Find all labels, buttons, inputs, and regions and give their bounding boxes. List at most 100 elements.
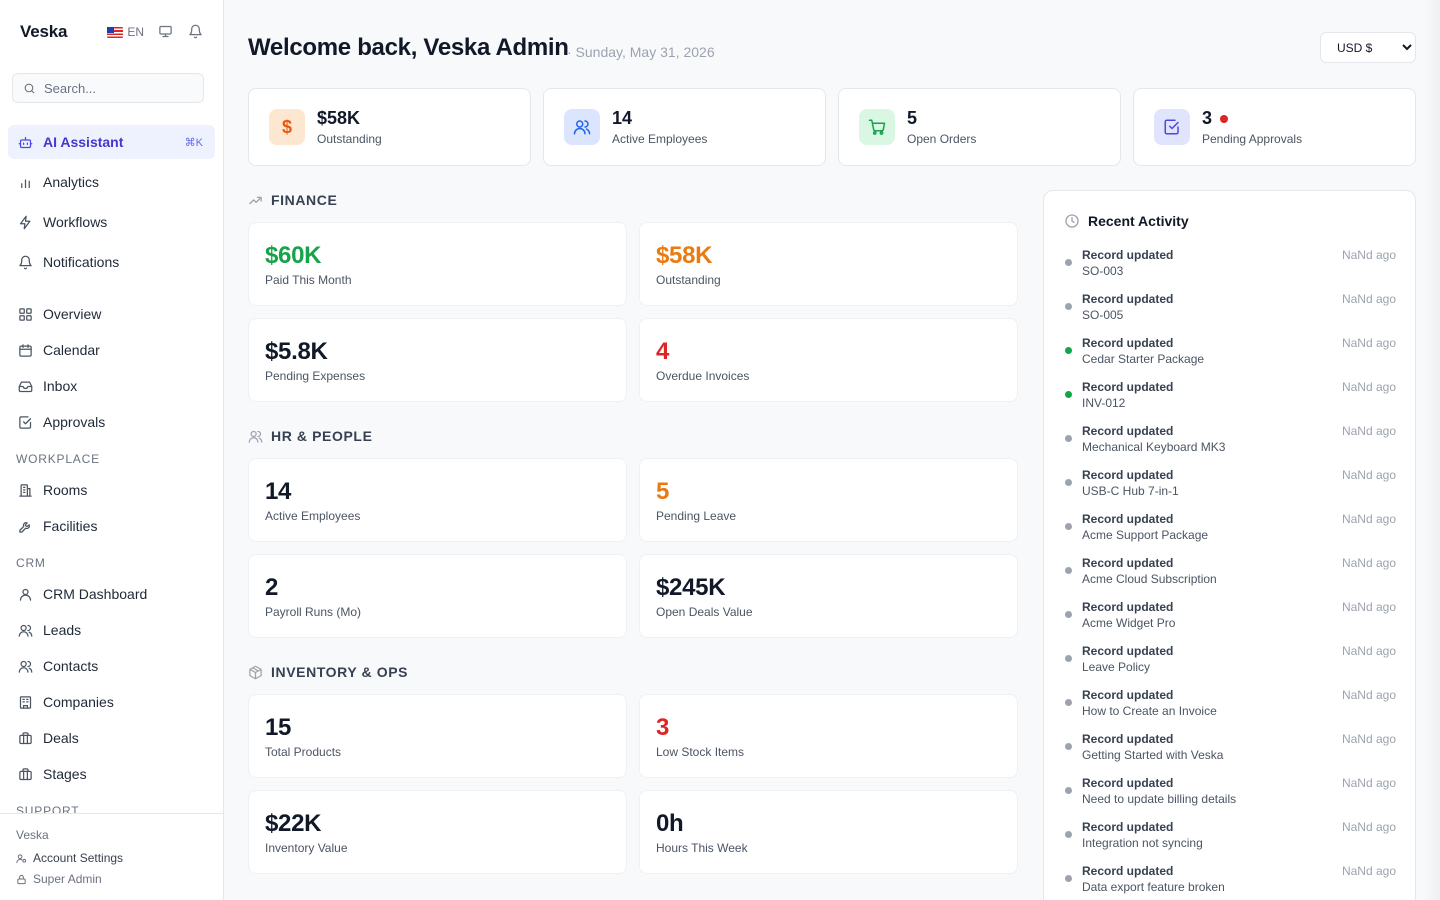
page-edge-shadow bbox=[1424, 0, 1440, 900]
metric-value: 0h bbox=[656, 810, 684, 837]
activity-subject: Integration not syncing bbox=[1082, 836, 1203, 850]
currency-select[interactable]: USD $ bbox=[1320, 32, 1416, 63]
metric-value: 5 bbox=[656, 478, 670, 505]
clock-icon bbox=[1064, 213, 1080, 229]
stat-value: 14 bbox=[612, 108, 633, 128]
sidebar-item-contacts[interactable]: Contacts bbox=[8, 649, 215, 683]
activity-title: Record updated bbox=[1082, 424, 1174, 438]
user-role-label: Super Admin bbox=[33, 872, 102, 886]
activity-item[interactable]: Record updated Getting Started with Veska… bbox=[1064, 732, 1396, 772]
activity-item[interactable]: Record updated SO-005 NaNd ago bbox=[1064, 292, 1396, 332]
account-settings-link[interactable]: Account Settings bbox=[16, 851, 207, 865]
stat-card-active-employees[interactable]: 14 Active Employees bbox=[543, 88, 826, 166]
sidebar-item-overview[interactable]: Overview bbox=[8, 297, 215, 331]
metric-label: Total Products bbox=[265, 745, 342, 759]
activity-subject: Cedar Starter Package bbox=[1082, 352, 1205, 366]
sidebar-item-leads[interactable]: Leads bbox=[8, 613, 215, 647]
stat-card-open-orders[interactable]: 5 Open Orders bbox=[838, 88, 1121, 166]
stat-card-pending-approvals[interactable]: 3 Pending Approvals bbox=[1133, 88, 1416, 166]
brand-logo[interactable]: Veska bbox=[20, 22, 68, 41]
activity-item[interactable]: Record updated Need to update billing det… bbox=[1064, 776, 1396, 816]
sidebar-item-deals[interactable]: Deals bbox=[8, 721, 215, 755]
activity-item[interactable]: Record updated Acme Support Package NaNd a… bbox=[1064, 512, 1396, 552]
recent-activity-title: Recent Activity bbox=[1088, 213, 1189, 229]
metric-card-active-employees[interactable]: 14 Active Employees bbox=[248, 458, 627, 542]
activity-time: NaNd ago bbox=[1341, 776, 1396, 790]
sidebar-item-workflows[interactable]: Workflows bbox=[8, 205, 215, 239]
metric-card-open-deals-value[interactable]: $245K Open Deals Value bbox=[639, 554, 1018, 638]
metric-card-inventory-value[interactable]: $22K Inventory Value bbox=[248, 790, 627, 874]
us-flag-icon bbox=[107, 26, 124, 38]
activity-item[interactable]: Record updated INV-012 NaNd ago bbox=[1064, 380, 1396, 420]
activity-item[interactable]: Record updated Mechanical Keyboard MK3 NaN… bbox=[1064, 424, 1396, 464]
stat-card-outstanding[interactable]: $ $58K Outstanding bbox=[248, 88, 531, 166]
activity-item[interactable]: Record updated Integration not syncing NaN… bbox=[1064, 820, 1396, 860]
activity-item[interactable]: Record updated How to Create an Invoice Na… bbox=[1064, 688, 1396, 728]
metric-card-pending-leave[interactable]: 5 Pending Leave bbox=[639, 458, 1018, 542]
metric-label: Paid This Month bbox=[265, 273, 352, 287]
sidebar-item-analytics[interactable]: Analytics bbox=[8, 165, 215, 199]
metric-value: $245K bbox=[656, 574, 726, 601]
check-square-icon bbox=[1154, 109, 1190, 145]
activity-item[interactable]: Record updated USB-C Hub 7-in-1 NaNd ago bbox=[1064, 468, 1396, 508]
activity-item[interactable]: Record updated Data export feature broken… bbox=[1064, 864, 1396, 900]
metric-card-total-products[interactable]: 15 Total Products bbox=[248, 694, 627, 778]
sidebar-item-companies[interactable]: Companies bbox=[8, 685, 215, 719]
activity-time: NaNd ago bbox=[1341, 688, 1396, 702]
stat-value: 3 bbox=[1202, 108, 1302, 129]
activity-item[interactable]: Record updated Acme Widget Pro NaNd ago bbox=[1064, 600, 1396, 640]
status-dot bbox=[1065, 699, 1072, 706]
sidebar-item-label: AI Assistant bbox=[43, 134, 124, 150]
metric-card-overdue-invoices[interactable]: 4 Overdue Invoices bbox=[639, 318, 1018, 402]
language-switcher[interactable]: EN bbox=[107, 25, 144, 39]
activity-item[interactable]: Record updated Leave Policy NaNd ago bbox=[1064, 644, 1396, 684]
zap-icon bbox=[18, 215, 33, 230]
monitor-icon[interactable] bbox=[158, 24, 174, 40]
metric-card-low-stock-items[interactable]: 3 Low Stock Items bbox=[639, 694, 1018, 778]
search-input[interactable] bbox=[44, 80, 194, 96]
building-icon bbox=[18, 695, 33, 710]
activity-time: NaNd ago bbox=[1341, 292, 1396, 306]
sidebar-item-stages[interactable]: Stages bbox=[8, 757, 215, 791]
activity-title: Record updated bbox=[1082, 820, 1174, 834]
sidebar-item-rooms[interactable]: Rooms bbox=[8, 473, 215, 507]
activity-time: NaNd ago bbox=[1341, 732, 1396, 746]
activity-subject: Need to update billing details bbox=[1082, 792, 1237, 806]
sidebar-item-label: Notifications bbox=[43, 254, 120, 270]
activity-item[interactable]: Record updated Acme Cloud Subscription NaN… bbox=[1064, 556, 1396, 596]
activity-title: Record updated bbox=[1082, 380, 1174, 394]
metric-card-outstanding[interactable]: $58K Outstanding bbox=[639, 222, 1018, 306]
metric-card-payroll-runs[interactable]: 2 Payroll Runs (Mo) bbox=[248, 554, 627, 638]
sidebar-item-inbox[interactable]: Inbox bbox=[8, 369, 215, 403]
sidebar-item-notifications[interactable]: Notifications bbox=[8, 245, 215, 279]
activity-time: NaNd ago bbox=[1341, 600, 1396, 614]
sidebar-item-calendar[interactable]: Calendar bbox=[8, 333, 215, 367]
metric-value: $5.8K bbox=[265, 338, 328, 365]
wrench-icon bbox=[18, 519, 33, 534]
activity-title: Record updated bbox=[1082, 336, 1174, 350]
sidebar: Veska EN AI Assistant ⌘K bbox=[0, 0, 224, 900]
metric-card-paid-this-month[interactable]: $60K Paid This Month bbox=[248, 222, 627, 306]
sidebar-item-facilities[interactable]: Facilities bbox=[8, 509, 215, 543]
status-dot bbox=[1065, 831, 1072, 838]
activity-time: NaNd ago bbox=[1341, 336, 1396, 350]
activity-item[interactable]: Record updated Cedar Starter Package NaNd … bbox=[1064, 336, 1396, 376]
sidebar-item-crm-dashboard[interactable]: CRM Dashboard bbox=[8, 577, 215, 611]
sidebar-item-approvals[interactable]: Approvals bbox=[8, 405, 215, 439]
sidebar-item-ai-assistant[interactable]: AI Assistant ⌘K bbox=[8, 125, 215, 159]
metric-card-pending-expenses[interactable]: $5.8K Pending Expenses bbox=[248, 318, 627, 402]
activity-title: Record updated bbox=[1082, 864, 1174, 878]
metric-card-hours-this-week[interactable]: 0h Hours This Week bbox=[639, 790, 1018, 874]
stat-label: Pending Approvals bbox=[1202, 132, 1303, 146]
metric-value: 14 bbox=[265, 478, 292, 505]
brand-row: Veska EN bbox=[20, 20, 210, 44]
activity-subject: INV-012 bbox=[1082, 396, 1126, 410]
activity-item[interactable]: Record updated SO-003 NaNd ago bbox=[1064, 248, 1396, 288]
activity-title: Record updated bbox=[1082, 556, 1174, 570]
sidebar-search[interactable] bbox=[12, 73, 204, 103]
bell-icon[interactable] bbox=[188, 24, 204, 40]
users-icon bbox=[564, 109, 600, 145]
activity-subject: SO-003 bbox=[1082, 264, 1124, 278]
activity-title: Record updated bbox=[1082, 292, 1174, 306]
cart-icon bbox=[859, 109, 895, 145]
